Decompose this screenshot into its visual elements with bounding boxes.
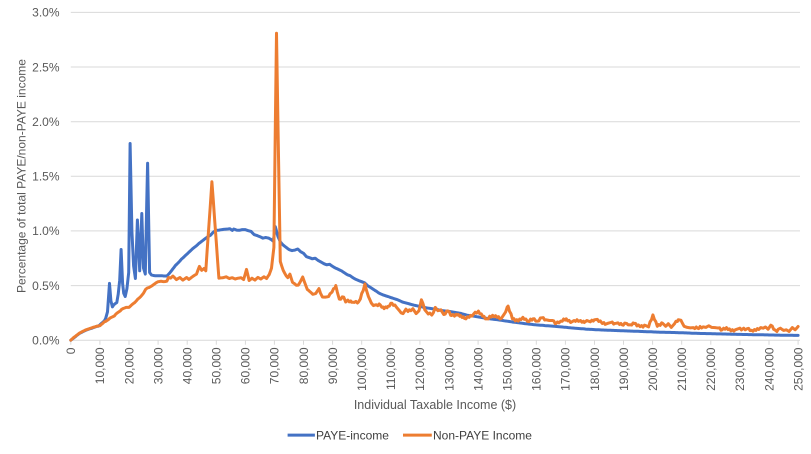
svg-text:180,000: 180,000 (588, 347, 602, 391)
svg-text:120,000: 120,000 (413, 347, 427, 391)
svg-text:160,000: 160,000 (530, 347, 544, 391)
svg-text:150,000: 150,000 (501, 347, 515, 391)
svg-text:PAYE-income: PAYE-income (316, 428, 389, 442)
svg-text:30,000: 30,000 (151, 347, 165, 384)
svg-text:0: 0 (64, 347, 78, 354)
svg-text:Individual Taxable Income ($): Individual Taxable Income ($) (354, 398, 516, 412)
svg-text:170,000: 170,000 (559, 347, 573, 391)
svg-text:40,000: 40,000 (181, 347, 195, 384)
svg-text:100,000: 100,000 (355, 347, 369, 391)
svg-text:Non-PAYE Income: Non-PAYE Income (433, 428, 532, 442)
svg-text:50,000: 50,000 (210, 347, 224, 384)
svg-text:200,000: 200,000 (646, 347, 660, 391)
svg-text:0.5%: 0.5% (32, 279, 60, 293)
svg-text:2.0%: 2.0% (32, 115, 60, 129)
svg-text:1.0%: 1.0% (32, 224, 60, 238)
svg-text:230,000: 230,000 (733, 347, 747, 391)
svg-text:60,000: 60,000 (239, 347, 253, 384)
svg-text:140,000: 140,000 (471, 347, 485, 391)
svg-text:250,000: 250,000 (791, 347, 805, 391)
svg-text:Percentage of total PAYE/non-P: Percentage of total PAYE/non-PAYE income (15, 59, 29, 293)
svg-text:80,000: 80,000 (297, 347, 311, 384)
svg-text:190,000: 190,000 (617, 347, 631, 391)
svg-text:110,000: 110,000 (384, 347, 398, 390)
svg-text:220,000: 220,000 (704, 347, 718, 391)
svg-text:1.5%: 1.5% (32, 170, 60, 184)
svg-text:3.0%: 3.0% (32, 6, 60, 20)
svg-text:10,000: 10,000 (93, 347, 107, 384)
svg-text:70,000: 70,000 (268, 347, 282, 384)
svg-text:130,000: 130,000 (442, 347, 456, 391)
svg-text:20,000: 20,000 (122, 347, 136, 384)
svg-text:90,000: 90,000 (326, 347, 340, 384)
svg-text:210,000: 210,000 (675, 347, 689, 391)
svg-text:240,000: 240,000 (762, 347, 776, 391)
svg-text:2.5%: 2.5% (32, 60, 60, 74)
svg-text:0.0%: 0.0% (32, 334, 60, 348)
